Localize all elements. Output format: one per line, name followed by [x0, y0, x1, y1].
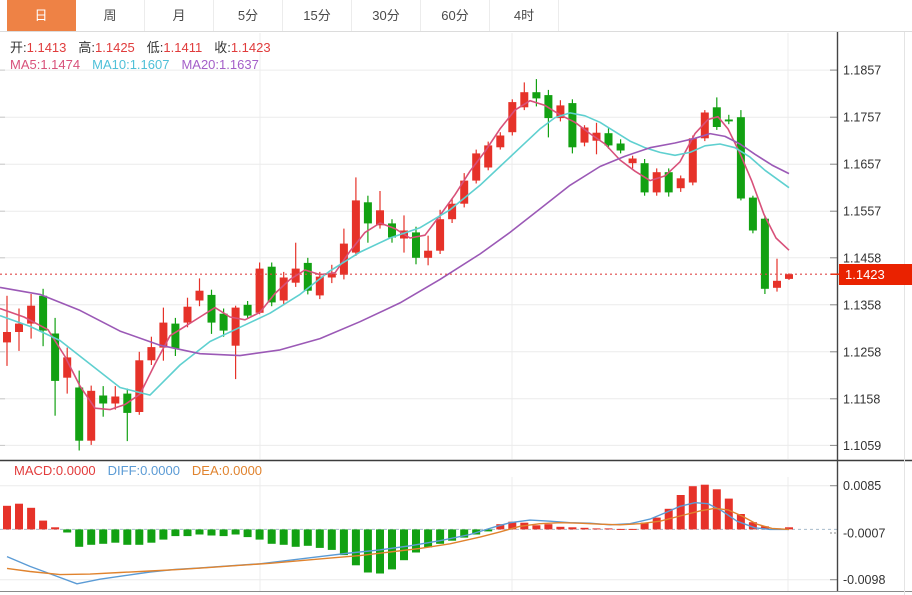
ma-legend: MA5:1.1474 MA10:1.1607 MA20:1.1637 — [10, 57, 271, 72]
last-price-tag: 1.1423 — [839, 264, 912, 285]
ma-value-0: 1.1474 — [40, 57, 81, 72]
svg-text:1.1657: 1.1657 — [843, 158, 881, 172]
macd-value-2: 0.0000 — [222, 463, 263, 478]
ohlc-value-0: 1.1413 — [26, 40, 67, 55]
svg-text:1.1557: 1.1557 — [843, 205, 881, 219]
ohlc-legend: 开:1.1413 高:1.1425 低:1.1411 收:1.1423 — [10, 37, 283, 56]
interval-tab-6[interactable]: 60分 — [421, 0, 490, 31]
interval-tab-0[interactable]: 日 — [7, 0, 76, 31]
macd-value-1: 0.0000 — [140, 463, 180, 478]
interval-tab-2[interactable]: 月 — [145, 0, 214, 31]
interval-tab-5[interactable]: 30分 — [352, 0, 421, 31]
macd-legend: MACD:0.0000 DIFF:0.0000 DEA:0.0000 — [14, 463, 274, 478]
svg-text:1.1158: 1.1158 — [843, 392, 880, 406]
price-grid-and-axis-labels: 1.1857 1.1757 1.1657 1.1557 1.1458 1.1358 1.12… — [0, 64, 881, 453]
candles — [3, 79, 793, 451]
interval-tab-3[interactable]: 5分 — [214, 0, 283, 31]
svg-text:-0.0098: -0.0098 — [843, 573, 885, 587]
ohlc-value-3: 1.1423 — [230, 40, 271, 55]
interval-tabbar: 日周月 5分 15分 30分 60分 4时 — [0, 0, 912, 32]
ohlc-label-1: 高: — [78, 40, 96, 55]
ma-label-2: MA20: — [181, 57, 220, 72]
svg-text:1.1358: 1.1358 — [843, 298, 881, 312]
svg-text:1.1757: 1.1757 — [843, 111, 881, 125]
ohlc-label-0: 开: — [10, 40, 27, 55]
svg-text:1.1258: 1.1258 — [843, 345, 881, 359]
ma-value-1: 1.1607 — [129, 57, 170, 72]
macd-value-0: 0.0000 — [55, 463, 96, 478]
svg-text:1.1857: 1.1857 — [843, 64, 881, 78]
macd-label-0: MACD: — [14, 463, 56, 478]
svg-text:0.0085: 0.0085 — [843, 479, 881, 493]
ohlc-label-2: 低: — [146, 40, 164, 55]
ma-value-2: 1.1637 — [219, 57, 259, 72]
ma20-line — [0, 132, 790, 357]
ohlc-value-1: 1.1425 — [95, 40, 135, 55]
interval-tab-1[interactable]: 周 — [76, 0, 145, 31]
ohlc-label-3: 收: — [214, 40, 231, 55]
diff-line — [6, 502, 789, 585]
svg-text:1.1458: 1.1458 — [843, 251, 881, 265]
ma5-line — [0, 99, 790, 411]
macd-histogram — [3, 484, 793, 574]
interval-tab-4[interactable]: 15分 — [283, 0, 352, 31]
ohlc-value-2: 1.1411 — [163, 40, 203, 55]
ma10-line — [0, 112, 790, 396]
interval-tab-7[interactable]: 4时 — [490, 0, 559, 31]
macd-label-1: DIFF: — [107, 463, 141, 478]
svg-text:-0.0007: -0.0007 — [843, 527, 885, 541]
ma-label-0: MA5: — [10, 57, 41, 72]
svg-text:1.1059: 1.1059 — [843, 439, 881, 453]
dea-line — [6, 507, 790, 576]
ma-label-1: MA10: — [92, 57, 130, 72]
macd-label-2: DEA: — [191, 463, 223, 478]
